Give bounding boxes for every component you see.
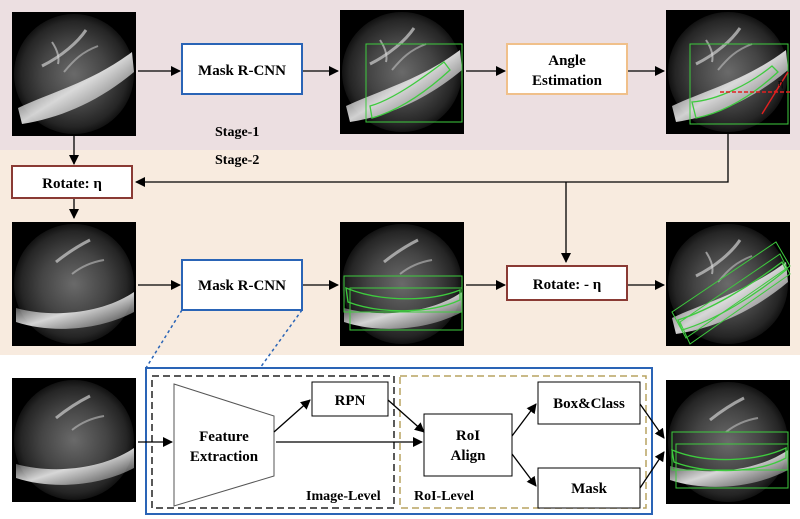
rotate-neg-label: Rotate: - η (533, 277, 602, 293)
feature-extraction-block (173, 383, 275, 507)
stage2-label: Stage-2 (215, 153, 259, 168)
rotate-pos-box (11, 165, 133, 199)
mask-rcnn-box-2 (181, 259, 303, 311)
mask-rcnn-label-2: Mask R-CNN (198, 278, 286, 294)
stage1-label: Stage-1 (215, 125, 259, 140)
angle-label-line2: Estimation (532, 73, 603, 89)
rpn-label: RPN (335, 393, 366, 409)
roi-label-line2: Align (450, 448, 486, 464)
zoom-line-left (145, 309, 183, 369)
mask-rcnn-box-1 (181, 43, 303, 95)
arrow-roi-to-boxclass (511, 403, 537, 437)
roi-level-region (399, 375, 647, 509)
arrow-mask-to-output (639, 451, 665, 489)
roi-level-label: RoI-Level (414, 489, 474, 504)
detection-image-stage1 (338, 8, 466, 136)
rotated-image-stage2 (10, 220, 138, 348)
rotate-neg-box (506, 265, 628, 301)
mask-rcnn-label-1: Mask R-CNN (198, 63, 286, 79)
rotate-pos-label: Rotate: η (42, 176, 102, 192)
rpn-box (311, 381, 389, 417)
angle-label-line1: Angle (548, 53, 586, 69)
angle-symbol: η (778, 78, 783, 89)
arrow-boxclass-to-output (639, 403, 665, 439)
roi-label-line1: RoI (456, 428, 480, 444)
box-class-label: Box&Class (553, 396, 625, 412)
roi-align-box (423, 413, 513, 477)
detection-image-stage2 (338, 220, 466, 348)
final-image-stage2 (664, 220, 792, 348)
arrow-rpn-to-roi (387, 399, 425, 433)
output-image-detail (664, 378, 792, 506)
arrow-roi-to-mask (511, 453, 537, 487)
arrow-angle-to-rotate (135, 134, 729, 187)
input-image-stage1 (10, 10, 138, 138)
feature-label-line1: Feature (199, 429, 249, 445)
input-image-detail (10, 376, 138, 504)
tilt-line (761, 71, 789, 115)
angle-estimation-box (506, 43, 628, 95)
arrow-feature-to-rpn (273, 399, 311, 433)
mask-label: Mask (571, 481, 607, 497)
box-class-box (537, 381, 641, 425)
image-level-label: Image-Level (306, 489, 381, 504)
feature-label-line2: Extraction (190, 449, 259, 465)
angle-image-stage1: η (664, 8, 792, 136)
